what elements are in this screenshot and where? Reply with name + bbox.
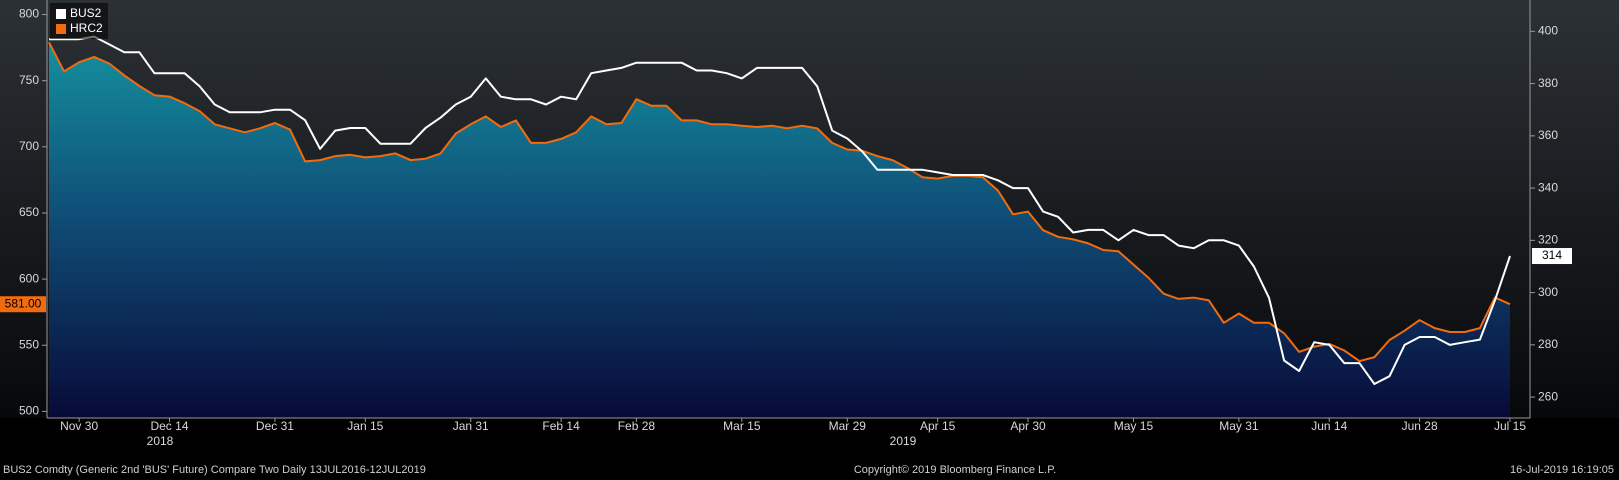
last-value-label: 581.00	[5, 296, 42, 310]
y2-tick-label: 300	[1538, 285, 1558, 299]
y-tick-label: 650	[19, 205, 39, 219]
series-line	[49, 35, 1511, 385]
axis-band	[0, 418, 1619, 480]
legend-swatch	[56, 9, 66, 19]
y-tick-label: 600	[19, 271, 39, 285]
x-tick-label: Jul 15	[1494, 419, 1526, 433]
y-tick-label: 500	[19, 404, 39, 418]
legend-swatch	[56, 24, 66, 34]
last-value-tag	[1532, 248, 1572, 265]
y-tick-label: 750	[19, 73, 39, 87]
y2-tick-label: 320	[1538, 233, 1558, 247]
x-tick-label: Jun 28	[1402, 419, 1438, 433]
x-tick-label: Jan 15	[347, 419, 383, 433]
y-tick-label: 700	[19, 139, 39, 153]
footer-left: BUS2 Comdty (Generic 2nd 'BUS' Future) C…	[3, 464, 426, 476]
plot-layer	[48, 35, 1511, 419]
series-line	[48, 41, 1511, 363]
year-label: 2018	[147, 434, 174, 448]
x-tick-label: Feb 14	[542, 419, 580, 433]
y-tick-label: 550	[19, 337, 39, 351]
x-tick-label: Mar 29	[829, 419, 867, 433]
last-value-label: 314	[1542, 248, 1562, 262]
x-tick-label: May 15	[1114, 419, 1154, 433]
y2-tick-label: 260	[1538, 389, 1558, 403]
x-tick-label: Apr 30	[1010, 419, 1046, 433]
y2-tick-label: 340	[1538, 180, 1558, 194]
y-tick-label: 800	[19, 7, 39, 21]
x-tick-label: Nov 30	[60, 419, 98, 433]
area	[49, 42, 1510, 419]
y2-tick-label: 360	[1538, 128, 1558, 142]
last-value-tag	[0, 296, 46, 313]
legend-label: BUS2	[70, 6, 102, 20]
x-tick-label: Apr 15	[920, 419, 956, 433]
x-tick-label: May 31	[1219, 419, 1259, 433]
x-tick-label: Feb 28	[618, 419, 656, 433]
x-tick-label: Dec 14	[150, 419, 188, 433]
footer-center: Copyright© 2019 Bloomberg Finance L.P.	[854, 464, 1056, 476]
y2-tick-label: 400	[1538, 24, 1558, 38]
footer-right: 16-Jul-2019 16:19:05	[1510, 464, 1614, 476]
x-tick-label: Jan 31	[453, 419, 489, 433]
x-tick-label: Dec 31	[256, 419, 294, 433]
x-tick-label: Jun 14	[1311, 419, 1347, 433]
y2-tick-label: 280	[1538, 337, 1558, 351]
year-label: 2019	[890, 434, 917, 448]
x-tick-label: Mar 15	[723, 419, 761, 433]
y2-tick-label: 380	[1538, 76, 1558, 90]
legend-label: HRC2	[70, 21, 103, 35]
